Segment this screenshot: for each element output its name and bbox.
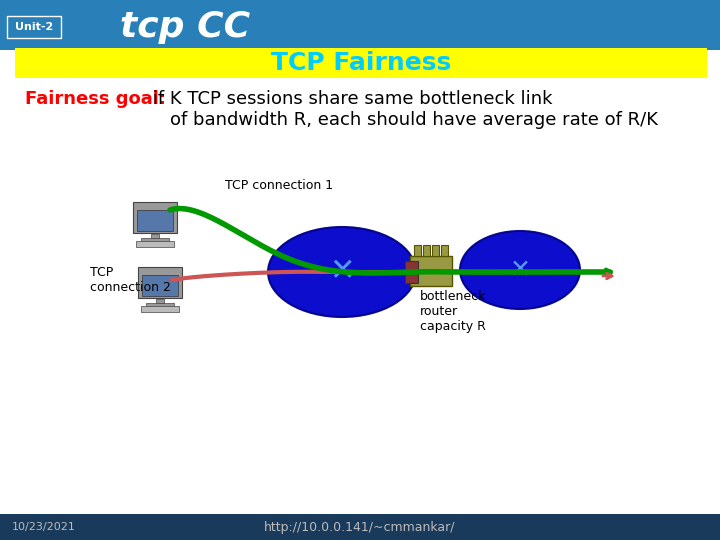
Bar	[138, 267, 182, 298]
Bar	[0, 0, 720, 50]
Text: 10/23/2021: 10/23/2021	[12, 522, 76, 532]
Ellipse shape	[268, 227, 416, 317]
Text: if K TCP sessions share same bottleneck link
    of bandwidth R, each should hav: if K TCP sessions share same bottleneck …	[147, 90, 658, 129]
Bar	[15, 48, 707, 78]
Text: TCP
connection 2: TCP connection 2	[90, 266, 171, 294]
Text: ✕: ✕	[329, 258, 355, 287]
Bar	[136, 241, 174, 247]
Text: tcp CC: tcp CC	[120, 10, 250, 44]
Ellipse shape	[460, 231, 580, 309]
Bar	[410, 256, 452, 286]
Text: Fairness goal:: Fairness goal:	[25, 90, 166, 108]
Bar	[414, 245, 421, 256]
Bar	[141, 306, 179, 312]
FancyBboxPatch shape	[7, 16, 61, 38]
Bar	[140, 238, 169, 241]
Text: http://10.0.0.141/~cmmankar/: http://10.0.0.141/~cmmankar/	[264, 521, 456, 534]
Bar	[142, 275, 178, 295]
Bar	[151, 234, 159, 238]
Bar	[137, 210, 173, 231]
Bar	[145, 302, 174, 307]
Bar	[432, 245, 439, 256]
Text: TCP Fairness: TCP Fairness	[271, 51, 451, 75]
Text: TCP connection 1: TCP connection 1	[225, 179, 333, 192]
Text: Unit-2: Unit-2	[15, 22, 53, 32]
Bar	[156, 299, 164, 303]
Text: ✕: ✕	[510, 258, 531, 282]
Bar	[133, 202, 177, 233]
Bar	[405, 261, 418, 283]
Text: bottleneck
router
capacity R: bottleneck router capacity R	[420, 290, 487, 333]
Bar	[423, 245, 430, 256]
Bar	[0, 514, 720, 540]
Bar	[441, 245, 448, 256]
